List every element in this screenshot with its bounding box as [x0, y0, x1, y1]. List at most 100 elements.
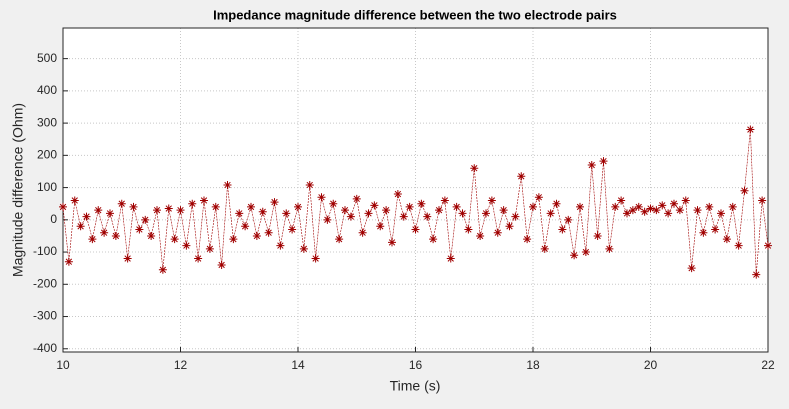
- x-tick-label: 12: [174, 358, 188, 372]
- marker: [335, 235, 344, 244]
- marker: [693, 206, 702, 215]
- marker: [593, 231, 602, 240]
- marker: [452, 202, 461, 211]
- series: [59, 125, 772, 279]
- marker: [200, 196, 208, 205]
- marker: [640, 207, 649, 216]
- marker: [176, 206, 185, 215]
- marker: [529, 202, 537, 211]
- x-tick-label: 14: [291, 358, 305, 372]
- marker: [158, 265, 167, 274]
- marker: [64, 257, 73, 266]
- marker: [94, 206, 103, 215]
- marker: [258, 207, 267, 216]
- marker: [100, 228, 109, 237]
- marker: [464, 225, 473, 234]
- marker: [247, 202, 255, 211]
- marker: [370, 201, 379, 210]
- marker: [664, 209, 673, 218]
- marker: [376, 222, 385, 231]
- marker: [323, 215, 332, 224]
- chart-title: Impedance magnitude difference between t…: [213, 7, 617, 22]
- marker: [564, 215, 573, 224]
- marker: [523, 235, 532, 244]
- marker: [111, 231, 120, 240]
- marker: [746, 125, 755, 134]
- marker: [728, 202, 737, 211]
- marker: [658, 201, 667, 210]
- marker: [294, 202, 302, 211]
- marker: [687, 264, 696, 273]
- marker: [288, 225, 297, 234]
- marker: [82, 212, 91, 221]
- x-tick-label: 10: [56, 358, 70, 372]
- marker: [170, 235, 179, 244]
- marker: [517, 172, 526, 181]
- marker: [511, 212, 520, 221]
- marker: [211, 202, 220, 211]
- marker: [646, 204, 655, 213]
- marker: [623, 209, 631, 218]
- marker: [717, 209, 725, 218]
- marker: [611, 202, 620, 211]
- y-tick-label: 100: [37, 180, 57, 194]
- x-tick-label: 20: [644, 358, 658, 372]
- marker: [546, 209, 555, 218]
- marker: [299, 244, 308, 253]
- marker: [576, 202, 584, 211]
- marker: [605, 244, 614, 253]
- marker: [70, 196, 79, 205]
- marker: [435, 206, 443, 215]
- marker: [241, 222, 250, 231]
- x-axis-title: Time (s): [390, 378, 441, 394]
- marker: [188, 199, 197, 208]
- marker: [681, 196, 690, 205]
- marker: [364, 209, 373, 218]
- marker: [405, 202, 414, 211]
- x-tick-label: 18: [526, 358, 540, 372]
- marker: [740, 186, 749, 195]
- marker: [59, 202, 67, 211]
- marker: [164, 204, 173, 213]
- marker: [123, 254, 132, 263]
- marker: [235, 209, 244, 218]
- marker: [229, 235, 238, 244]
- marker: [252, 231, 261, 240]
- marker: [135, 225, 144, 234]
- y-tick-label: -200: [33, 276, 57, 290]
- marker: [675, 206, 684, 215]
- y-tick-label: 400: [37, 83, 57, 97]
- marker: [194, 254, 203, 263]
- y-tick-label: 500: [37, 51, 57, 65]
- marker: [76, 222, 85, 231]
- marker: [570, 251, 579, 260]
- marker: [141, 215, 150, 224]
- marker: [399, 212, 408, 221]
- marker: [423, 212, 432, 221]
- y-tick-label: 300: [37, 115, 57, 129]
- marker: [276, 241, 285, 250]
- marker: [411, 225, 420, 234]
- marker: [147, 231, 156, 240]
- marker: [487, 196, 496, 205]
- marker: [382, 206, 391, 215]
- y-tick-label: -400: [33, 341, 57, 355]
- marker: [352, 194, 361, 203]
- marker: [282, 209, 291, 218]
- marker: [699, 228, 708, 237]
- marker: [499, 206, 508, 215]
- marker: [758, 196, 767, 205]
- marker: [652, 206, 661, 215]
- marker: [264, 228, 273, 237]
- marker: [705, 202, 714, 211]
- marker: [117, 199, 126, 208]
- marker: [311, 254, 320, 263]
- marker: [223, 181, 232, 190]
- marker: [182, 241, 191, 250]
- marker: [153, 206, 161, 215]
- marker: [358, 228, 367, 237]
- axes-box: [62, 27, 769, 353]
- y-tick-label: 0: [50, 212, 57, 226]
- marker: [764, 241, 772, 250]
